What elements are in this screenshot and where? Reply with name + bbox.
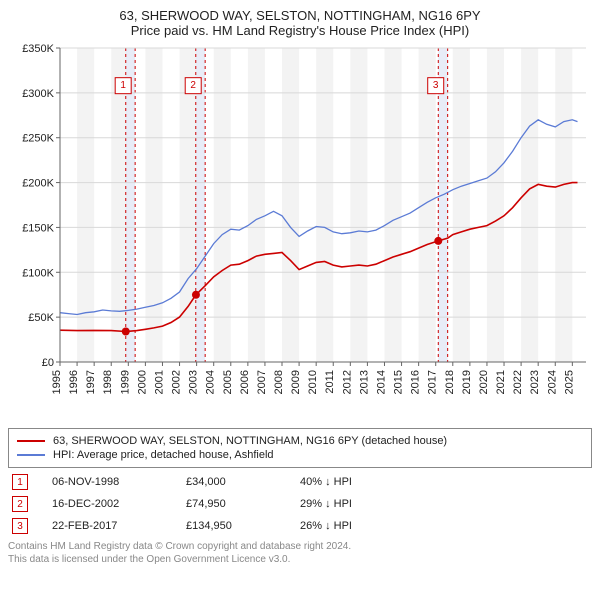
svg-text:2015: 2015 bbox=[393, 370, 405, 394]
sale-marker-icon: 1 bbox=[12, 474, 28, 490]
footer-line: Contains HM Land Registry data © Crown c… bbox=[8, 540, 592, 553]
svg-text:2023: 2023 bbox=[529, 370, 541, 394]
line-chart-svg: 1 2 3 £0 £50K £100K £150K £200K £250K £300K £350K 1… bbox=[8, 42, 592, 422]
sale-row: 1 06-NOV-1998 £34,000 40% ↓ HPI bbox=[8, 474, 592, 490]
svg-text:2010: 2010 bbox=[307, 370, 319, 394]
chart-area: 1 2 3 £0 £50K £100K £150K £200K £250K £300K £350K 1… bbox=[8, 42, 592, 422]
legend-label-hpi: HPI: Average price, detached house, Ashf… bbox=[53, 449, 274, 461]
svg-text:£250K: £250K bbox=[22, 133, 54, 145]
svg-text:2000: 2000 bbox=[136, 370, 148, 394]
sale-price: £74,950 bbox=[186, 498, 276, 510]
svg-text:2004: 2004 bbox=[205, 370, 217, 394]
sale-row: 2 16-DEC-2002 £74,950 29% ↓ HPI bbox=[8, 496, 592, 512]
svg-text:2021: 2021 bbox=[495, 370, 507, 394]
svg-text:2003: 2003 bbox=[188, 370, 200, 394]
svg-text:2: 2 bbox=[190, 80, 196, 91]
svg-text:2017: 2017 bbox=[427, 370, 439, 394]
svg-text:2008: 2008 bbox=[273, 370, 285, 394]
chart-subtitle: Price paid vs. HM Land Registry's House … bbox=[8, 23, 592, 38]
svg-text:2018: 2018 bbox=[444, 370, 456, 394]
svg-text:2022: 2022 bbox=[512, 370, 524, 394]
svg-text:£50K: £50K bbox=[28, 312, 54, 324]
sale-price: £34,000 bbox=[186, 476, 276, 488]
svg-text:£350K: £350K bbox=[22, 43, 54, 55]
svg-text:2019: 2019 bbox=[461, 370, 473, 394]
svg-text:2016: 2016 bbox=[410, 370, 422, 394]
svg-text:1995: 1995 bbox=[51, 370, 63, 394]
svg-text:2013: 2013 bbox=[358, 370, 370, 394]
footer-attribution: Contains HM Land Registry data © Crown c… bbox=[8, 540, 592, 566]
svg-text:2001: 2001 bbox=[153, 370, 165, 394]
svg-text:2014: 2014 bbox=[375, 370, 387, 394]
svg-text:2005: 2005 bbox=[222, 370, 234, 394]
sale-row: 3 22-FEB-2017 £134,950 26% ↓ HPI bbox=[8, 518, 592, 534]
sales-table: 1 06-NOV-1998 £34,000 40% ↓ HPI 2 16-DEC… bbox=[8, 474, 592, 534]
svg-text:2024: 2024 bbox=[546, 370, 558, 394]
sale-diff: 40% ↓ HPI bbox=[300, 476, 400, 488]
legend-row-property: 63, SHERWOOD WAY, SELSTON, NOTTINGHAM, N… bbox=[17, 435, 583, 447]
legend-row-hpi: HPI: Average price, detached house, Ashf… bbox=[17, 449, 583, 461]
sale-marker-icon: 2 bbox=[12, 496, 28, 512]
svg-text:1998: 1998 bbox=[102, 370, 114, 394]
chart-titles: 63, SHERWOOD WAY, SELSTON, NOTTINGHAM, N… bbox=[8, 8, 592, 38]
svg-text:£0: £0 bbox=[42, 357, 54, 369]
svg-text:1: 1 bbox=[120, 80, 126, 91]
sale-marker-icon: 3 bbox=[12, 518, 28, 534]
svg-text:1996: 1996 bbox=[68, 370, 80, 394]
svg-text:2020: 2020 bbox=[478, 370, 490, 394]
legend-label-property: 63, SHERWOOD WAY, SELSTON, NOTTINGHAM, N… bbox=[53, 435, 447, 447]
svg-text:2002: 2002 bbox=[171, 370, 183, 394]
legend-swatch-hpi bbox=[17, 454, 45, 456]
svg-text:2025: 2025 bbox=[563, 370, 575, 394]
legend-box: 63, SHERWOOD WAY, SELSTON, NOTTINGHAM, N… bbox=[8, 428, 592, 468]
chart-title: 63, SHERWOOD WAY, SELSTON, NOTTINGHAM, N… bbox=[8, 8, 592, 23]
sale-date: 16-DEC-2002 bbox=[52, 498, 162, 510]
svg-text:£150K: £150K bbox=[22, 222, 54, 234]
svg-text:£100K: £100K bbox=[22, 267, 54, 279]
sale-date: 06-NOV-1998 bbox=[52, 476, 162, 488]
svg-text:£300K: £300K bbox=[22, 88, 54, 100]
sale-diff: 29% ↓ HPI bbox=[300, 498, 400, 510]
svg-text:1997: 1997 bbox=[85, 370, 97, 394]
sale-date: 22-FEB-2017 bbox=[52, 520, 162, 532]
svg-text:£200K: £200K bbox=[22, 178, 54, 190]
svg-text:2011: 2011 bbox=[324, 370, 336, 394]
legend-swatch-property bbox=[17, 440, 45, 442]
svg-text:3: 3 bbox=[433, 80, 439, 91]
sale-price: £134,950 bbox=[186, 520, 276, 532]
svg-text:2012: 2012 bbox=[341, 370, 353, 394]
svg-text:1999: 1999 bbox=[119, 370, 131, 394]
footer-line: This data is licensed under the Open Gov… bbox=[8, 553, 592, 566]
svg-text:2006: 2006 bbox=[239, 370, 251, 394]
sale-diff: 26% ↓ HPI bbox=[300, 520, 400, 532]
svg-text:2009: 2009 bbox=[290, 370, 302, 394]
svg-text:2007: 2007 bbox=[256, 370, 268, 394]
